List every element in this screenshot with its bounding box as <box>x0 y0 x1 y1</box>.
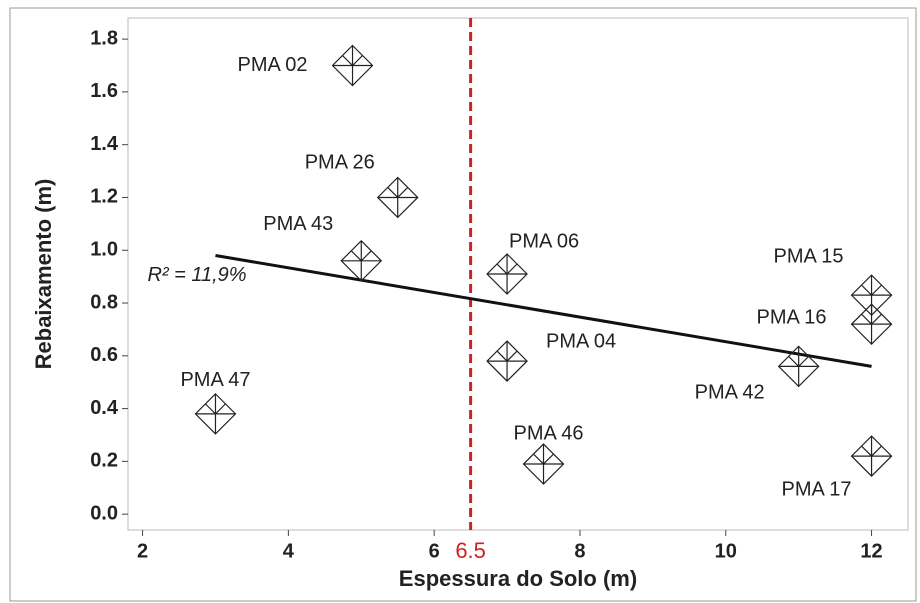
y-tick-label: 0.0 <box>90 502 118 524</box>
point <box>777 345 820 388</box>
x-tick-label: 2 <box>137 540 148 562</box>
point <box>850 435 893 477</box>
point-label: PMA 02 <box>237 54 307 76</box>
y-tick-label: 0.6 <box>90 344 118 366</box>
point-diamond <box>376 176 419 219</box>
point-label: PMA 17 <box>782 478 852 500</box>
point-cross <box>778 346 819 387</box>
point-cross <box>851 304 892 345</box>
y-axis-title: Rebaixamento (m) <box>31 179 56 370</box>
y-tick-label: 1.8 <box>90 27 118 49</box>
y-tick-label: 0.2 <box>90 450 118 472</box>
y-tick-label: 1.6 <box>90 80 118 102</box>
point-diamond <box>331 44 374 87</box>
y-tick-label: 0.8 <box>90 291 118 313</box>
x-tick-label: 4 <box>283 540 295 562</box>
x-tick-label: 6 <box>429 540 440 562</box>
point <box>331 44 374 87</box>
point-cross <box>487 341 528 382</box>
point <box>486 340 528 382</box>
point-cross <box>341 240 382 281</box>
point <box>376 176 419 219</box>
r-squared-label: R² = 11,9% <box>147 264 246 286</box>
point-label: PMA 16 <box>757 306 827 328</box>
trend-line <box>215 254 872 368</box>
plot-area <box>127 17 909 531</box>
point-cross <box>487 254 528 294</box>
point-label: PMA 47 <box>180 369 250 391</box>
point-label: PMA 15 <box>774 245 844 267</box>
point <box>850 303 893 345</box>
point-cross <box>332 45 373 86</box>
point <box>340 239 383 282</box>
point-cross <box>195 393 236 434</box>
point-label: PMA 04 <box>546 330 616 352</box>
point <box>486 253 528 295</box>
x-tick-label: 8 <box>574 540 585 562</box>
frame <box>9 7 917 602</box>
point-label: PMA 06 <box>509 230 579 252</box>
x-tick-label: 12 <box>860 540 882 562</box>
point <box>194 393 237 435</box>
point-diamond <box>486 340 528 382</box>
reference-label: 6.5 <box>455 538 486 563</box>
point-label: PMA 43 <box>263 213 333 235</box>
x-tick-label: 10 <box>715 540 737 562</box>
y-tick-label: 1.4 <box>90 133 119 155</box>
y-tick-label: 1.0 <box>90 239 118 261</box>
y-tick-label: 1.2 <box>90 186 118 208</box>
point-cross <box>377 177 418 218</box>
point-label: PMA 46 <box>513 422 583 444</box>
point-label: PMA 42 <box>695 382 765 404</box>
x-axis-title: Espessura do Solo (m) <box>399 566 637 591</box>
point-diamond <box>522 443 565 485</box>
point-cross <box>851 436 892 477</box>
y-tick-label: 0.4 <box>90 397 119 419</box>
point-cross <box>523 444 564 485</box>
point-label: PMA 26 <box>305 152 375 174</box>
point <box>522 443 565 485</box>
